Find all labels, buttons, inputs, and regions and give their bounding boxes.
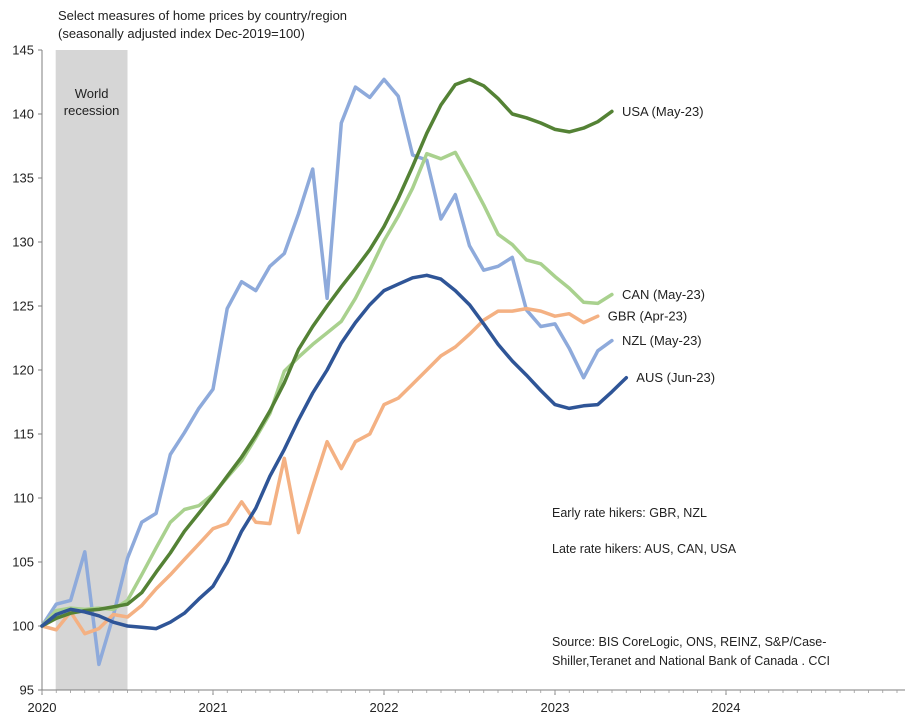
series-label-usa: USA (May-23)	[622, 104, 704, 119]
x-tick-label: 2023	[541, 700, 570, 715]
chart-subtitle: (seasonally adjusted index Dec-2019=100)	[58, 26, 305, 41]
x-tick-label: 2020	[28, 700, 57, 715]
series-label-nzl: NZL (May-23)	[622, 333, 702, 348]
y-tick-label: 145	[12, 43, 34, 58]
x-tick-label: 2022	[370, 700, 399, 715]
series-line-usa	[40, 77, 614, 628]
late-hikers-note: Late rate hikers: AUS, CAN, USA	[552, 542, 737, 556]
y-tick-label: 135	[12, 171, 34, 186]
y-tick-label: 140	[12, 107, 34, 122]
early-hikers-note: Early rate hikers: GBR, NZL	[552, 506, 707, 520]
y-tick-label: 130	[12, 235, 34, 250]
series-label-gbr: GBR (Apr-23)	[608, 309, 687, 324]
series-label-can: CAN (May-23)	[622, 287, 705, 302]
recession-label-line2: recession	[64, 103, 120, 118]
x-tick-label: 2021	[199, 700, 228, 715]
recession-shade	[55, 50, 128, 690]
source-note-line2: Shiller,Teranet and National Bank of Can…	[552, 654, 830, 668]
y-tick-label: 120	[12, 363, 34, 378]
y-tick-label: 100	[12, 619, 34, 634]
y-tick-label: 105	[12, 555, 34, 570]
series-line-gbr	[40, 306, 600, 636]
y-tick-label: 110	[13, 491, 34, 506]
series-line-nzl	[40, 77, 614, 667]
recession-label-line1: World	[75, 86, 109, 101]
series-line-can	[40, 150, 614, 628]
y-tick-label: 115	[13, 427, 34, 442]
series-label-aus: AUS (Jun-23)	[636, 370, 715, 385]
y-tick-label: 95	[20, 683, 34, 698]
chart-title: Select measures of home prices by countr…	[58, 8, 348, 23]
source-note-line1: Source: BIS CoreLogic, ONS, REINZ, S&P/C…	[552, 635, 827, 649]
x-tick-label: 2024	[712, 700, 741, 715]
series-line-aus	[40, 273, 629, 631]
y-tick-label: 125	[12, 299, 34, 314]
